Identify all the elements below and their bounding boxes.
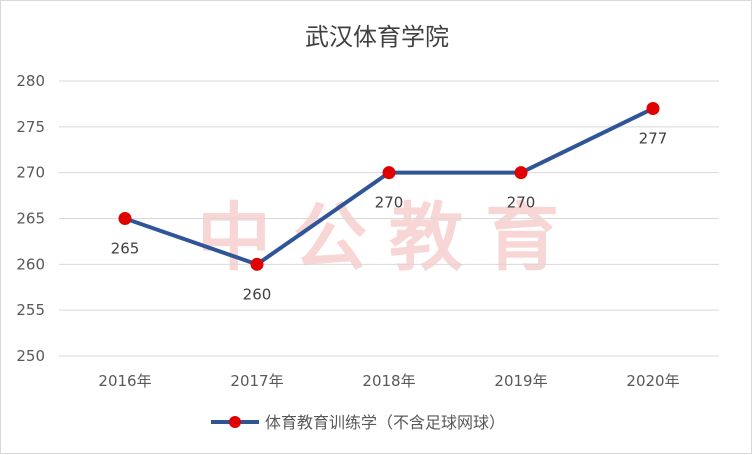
y-tick-label: 260 [16, 255, 45, 273]
data-label: 270 [507, 194, 536, 212]
data-point-marker [382, 166, 396, 180]
data-point-marker [514, 166, 528, 180]
x-tick-label: 2017年 [230, 372, 283, 390]
x-tick-label: 2019年 [494, 372, 547, 390]
y-tick-label: 255 [16, 301, 45, 319]
y-tick-label: 275 [16, 118, 45, 136]
data-label: 260 [243, 285, 272, 303]
y-tick-label: 270 [16, 164, 45, 182]
x-tick-label: 2018年 [362, 372, 415, 390]
series-group [118, 102, 660, 271]
data-point-marker [646, 102, 660, 115]
gridlines [59, 80, 719, 357]
x-tick-label: 2020年 [626, 372, 679, 390]
chart-title: 武汉体育学院 [305, 23, 449, 51]
y-axis-tick-labels: 250 255 260 265 270 275 280 [16, 72, 45, 365]
legend-label: 体育教育训练学（不含足球网球） [265, 413, 505, 432]
data-label: 270 [375, 194, 404, 212]
data-label: 277 [639, 130, 668, 148]
legend-marker-swatch [229, 416, 241, 428]
y-tick-label: 280 [16, 72, 45, 90]
data-point-marker [118, 212, 132, 225]
y-tick-label: 250 [16, 347, 45, 365]
x-tick-label: 2016年 [98, 372, 151, 390]
x-axis-tick-labels: 2016年 2017年 2018年 2019年 2020年 [98, 372, 679, 390]
data-label: 265 [111, 240, 140, 258]
legend: 体育教育训练学（不含足球网球） [211, 413, 505, 432]
data-labels: 265 260 270 270 277 [111, 130, 668, 304]
y-tick-label: 265 [16, 210, 45, 228]
data-point-marker [250, 257, 264, 271]
